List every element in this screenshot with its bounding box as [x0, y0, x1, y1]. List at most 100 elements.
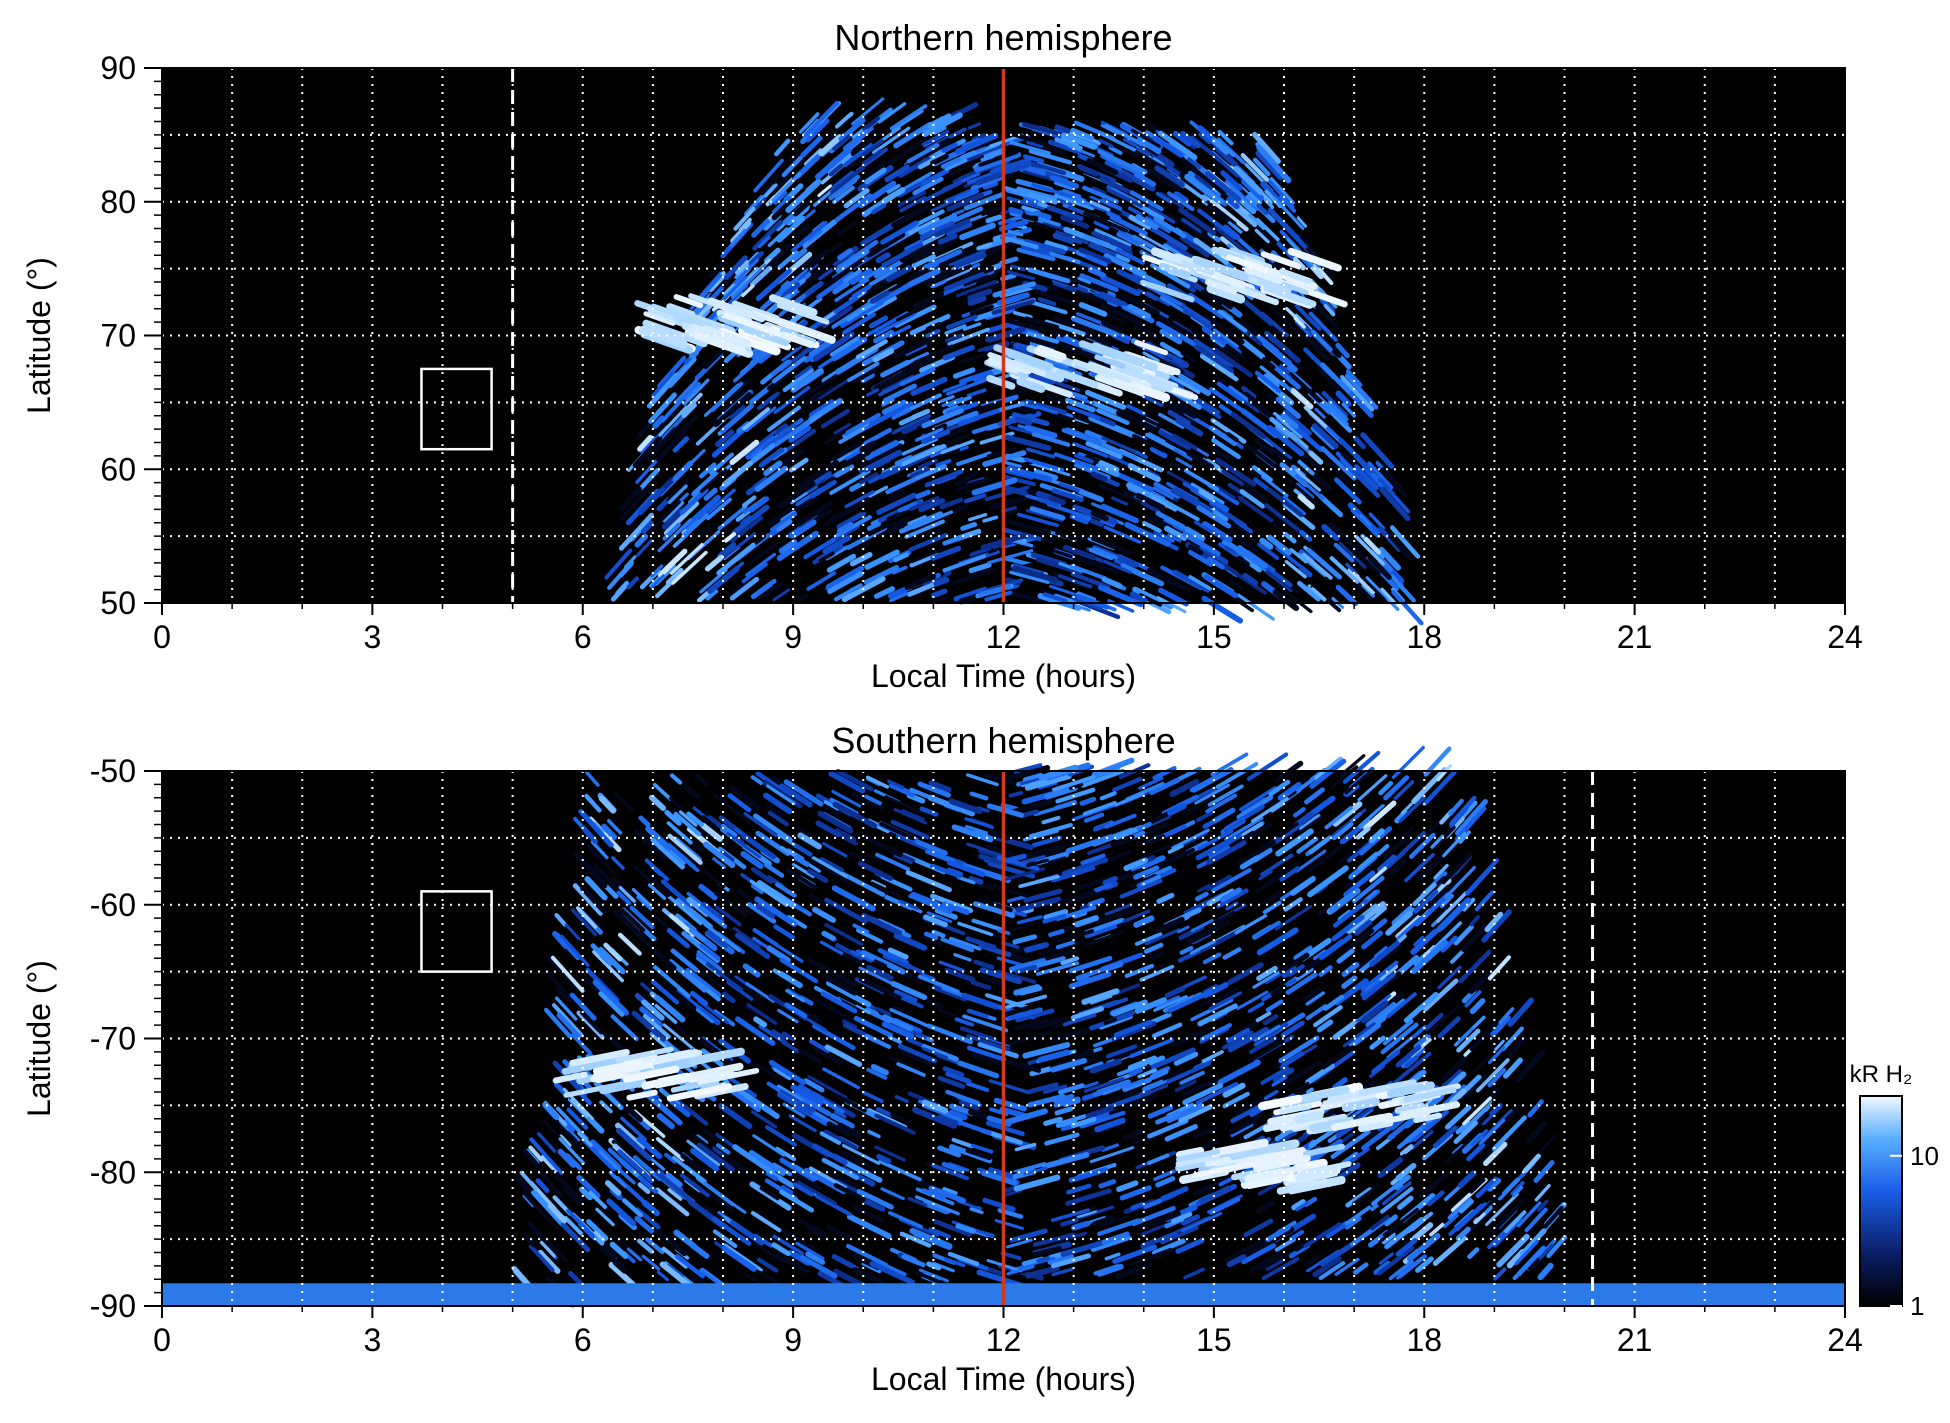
- emission-streak: [1166, 1102, 1205, 1124]
- emission-streak: [887, 947, 909, 960]
- emission-streak: [1031, 183, 1076, 199]
- emission-streak: [1487, 1178, 1502, 1192]
- emission-streak: [1200, 794, 1217, 805]
- emission-streak: [1510, 1181, 1525, 1196]
- emission-streak: [832, 134, 851, 151]
- emission-streak: [578, 808, 613, 848]
- emission-streak: [864, 1033, 892, 1049]
- emission-streak: [779, 148, 802, 172]
- emission-streak: [1297, 459, 1315, 476]
- emission-streak: [1134, 997, 1167, 1014]
- emission-streak: [1133, 865, 1160, 880]
- emission-streak: [910, 376, 948, 396]
- emission-streak: [1457, 1170, 1477, 1189]
- emission-streak: [1203, 314, 1245, 345]
- emission-streak: [790, 367, 824, 393]
- emission-streak: [912, 1055, 937, 1068]
- emission-streak: [1388, 533, 1413, 560]
- emission-streak: [1173, 448, 1193, 461]
- bright-spot-streak: [1341, 1097, 1380, 1113]
- emission-streak: [1195, 833, 1241, 861]
- emission-streak: [551, 1003, 584, 1038]
- emission-streak: [749, 496, 770, 513]
- emission-streak: [1171, 828, 1210, 850]
- emission-streak: [1310, 426, 1336, 450]
- emission-streak: [691, 1133, 713, 1151]
- emission-streak: [893, 853, 913, 865]
- emission-streak: [1154, 165, 1186, 188]
- emission-streak: [1169, 778, 1200, 798]
- emission-streak: [780, 1185, 794, 1195]
- emission-streak: [1251, 465, 1273, 483]
- emission-streak: [1209, 507, 1229, 522]
- emission-streak: [1497, 1177, 1520, 1201]
- emission-streak: [759, 1186, 780, 1201]
- emission-streak: [650, 574, 665, 589]
- emission-streak: [1361, 930, 1384, 950]
- bright-spot-streak: [561, 1056, 626, 1075]
- emission-streak: [792, 1182, 815, 1197]
- emission-streak: [1212, 910, 1236, 926]
- emission-streak: [714, 905, 742, 927]
- emission-streak: [1398, 795, 1426, 823]
- emission-streak: [1067, 275, 1108, 294]
- emission-streak: [694, 361, 706, 373]
- emission-streak: [1441, 1084, 1467, 1108]
- emission-streak: [860, 912, 903, 936]
- emission-streak: [910, 239, 956, 264]
- emission-streak: [1134, 932, 1163, 946]
- emission-streak: [881, 523, 906, 537]
- emission-streak: [1062, 188, 1082, 199]
- emission-streak: [745, 435, 776, 460]
- emission-streak: [971, 918, 1003, 932]
- emission-streak: [757, 1257, 779, 1273]
- north-xlabel: Local Time (hours): [871, 658, 1136, 694]
- emission-streak: [907, 515, 927, 526]
- emission-streak: [638, 815, 651, 828]
- emission-streak: [1180, 351, 1197, 363]
- emission-streak: [767, 227, 789, 248]
- emission-streak: [811, 471, 832, 486]
- emission-streak: [1128, 1247, 1173, 1267]
- emission-streak: [1048, 495, 1066, 506]
- emission-streak: [576, 1010, 605, 1040]
- emission-streak: [590, 840, 609, 860]
- emission-streak: [765, 1171, 779, 1181]
- emission-streak: [1188, 575, 1212, 591]
- emission-streak: [858, 264, 887, 283]
- emission-streak: [1155, 191, 1173, 204]
- emission-streak: [1289, 876, 1316, 896]
- emission-streak: [894, 304, 937, 328]
- emission-streak: [1061, 428, 1103, 446]
- emission-streak: [897, 501, 918, 513]
- bright-spot-streak: [1294, 1110, 1324, 1124]
- emission-streak: [1265, 1225, 1291, 1243]
- emission-streak: [706, 497, 732, 521]
- emission-streak: [1519, 1228, 1547, 1257]
- emission-streak: [1055, 230, 1089, 245]
- emission-streak: [1329, 556, 1360, 584]
- emission-streak: [1204, 170, 1242, 202]
- emission-streak: [1198, 488, 1215, 501]
- emission-streak: [726, 980, 754, 1001]
- emission-streak: [1077, 276, 1092, 285]
- emission-streak: [1042, 913, 1067, 924]
- emission-streak: [670, 948, 699, 973]
- emission-streak: [1099, 291, 1128, 306]
- emission-streak: [921, 1099, 949, 1114]
- emission-streak: [631, 887, 653, 908]
- emission-streak: [1341, 1131, 1355, 1142]
- emission-streak: [1395, 1044, 1422, 1068]
- emission-streak: [1106, 997, 1129, 1009]
- emission-streak: [1076, 1209, 1097, 1219]
- emission-streak: [673, 811, 702, 837]
- emission-streak: [934, 907, 958, 920]
- emission-streak: [776, 1084, 804, 1103]
- bright-spot-streak: [697, 1067, 760, 1085]
- emission-streak: [1015, 416, 1033, 426]
- emission-streak: [1496, 1233, 1530, 1268]
- emission-streak: [1212, 807, 1236, 824]
- emission-streak: [1023, 1166, 1048, 1176]
- emission-streak: [942, 1066, 965, 1078]
- bright-spot-streak: [1262, 1118, 1303, 1133]
